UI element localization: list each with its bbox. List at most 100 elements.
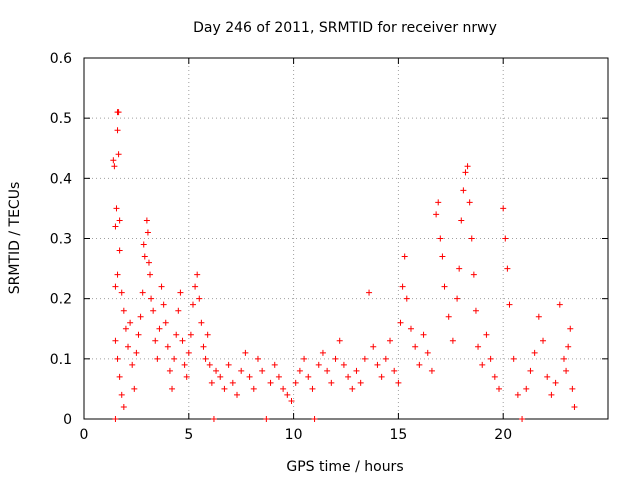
data-point xyxy=(391,367,398,374)
data-point xyxy=(221,385,228,392)
data-point xyxy=(171,355,178,362)
data-point xyxy=(112,416,119,422)
data-point xyxy=(156,325,163,332)
y-tick-label: 0 xyxy=(63,412,72,428)
data-point xyxy=(395,379,402,386)
data-point xyxy=(519,416,526,422)
data-point xyxy=(535,313,542,320)
data-point xyxy=(158,283,165,290)
data-point xyxy=(150,307,157,314)
data-point xyxy=(192,283,199,290)
data-point xyxy=(213,367,220,374)
data-point xyxy=(319,349,326,356)
y-tick-label: 0.1 xyxy=(50,352,72,368)
data-point xyxy=(292,379,299,386)
data-point xyxy=(527,367,534,374)
data-point xyxy=(133,349,140,356)
data-point xyxy=(112,223,119,230)
data-point xyxy=(122,325,129,332)
data-point xyxy=(250,385,257,392)
data-point xyxy=(540,337,547,344)
data-point xyxy=(309,385,316,392)
data-point xyxy=(296,367,303,374)
data-point xyxy=(470,271,477,278)
data-point xyxy=(328,379,335,386)
data-point xyxy=(500,205,507,212)
data-point xyxy=(428,367,435,374)
data-point xyxy=(217,373,224,380)
data-point xyxy=(510,355,517,362)
data-point xyxy=(202,355,209,362)
data-point xyxy=(238,367,245,374)
data-point xyxy=(181,361,188,368)
data-point xyxy=(433,211,440,218)
y-tick-label: 0.2 xyxy=(50,292,72,308)
data-point xyxy=(160,301,167,308)
data-point xyxy=(523,385,530,392)
data-point xyxy=(118,289,125,296)
data-point xyxy=(111,163,118,170)
ticks-layer: 0 5 10 15 20 0 0.1 0.2 0.3 0.4 0.5 0.6 xyxy=(50,51,608,443)
data-point xyxy=(179,337,186,344)
data-point xyxy=(460,187,467,194)
data-point xyxy=(135,331,142,338)
data-point xyxy=(531,349,538,356)
data-point xyxy=(115,151,122,158)
data-point xyxy=(514,391,521,398)
y-tick-label: 0.3 xyxy=(50,232,72,248)
data-point xyxy=(382,355,389,362)
data-point xyxy=(569,385,576,392)
data-point xyxy=(194,271,201,278)
data-point xyxy=(472,307,479,314)
data-point xyxy=(420,331,427,338)
data-point xyxy=(445,313,452,320)
data-point xyxy=(357,379,364,386)
data-point xyxy=(462,169,469,176)
data-point xyxy=(468,235,475,242)
data-point xyxy=(225,361,232,368)
data-point xyxy=(437,235,444,242)
data-point xyxy=(349,385,356,392)
data-point xyxy=(210,416,217,422)
data-point xyxy=(374,361,381,368)
y-axis-label: SRMTID / TECUs xyxy=(7,182,23,295)
data-point xyxy=(115,109,122,116)
data-point xyxy=(131,385,138,392)
data-point xyxy=(234,391,241,398)
x-tick-label: 10 xyxy=(285,427,303,443)
data-point xyxy=(129,361,136,368)
data-point xyxy=(166,367,173,374)
data-point xyxy=(110,157,117,164)
data-point xyxy=(563,367,570,374)
data-point xyxy=(301,355,308,362)
x-tick-label: 20 xyxy=(494,427,512,443)
data-point xyxy=(187,331,194,338)
data-point xyxy=(112,337,119,344)
data-point xyxy=(164,343,171,350)
data-point xyxy=(139,289,146,296)
data-point xyxy=(416,361,423,368)
data-point xyxy=(387,337,394,344)
data-point xyxy=(340,361,347,368)
data-point xyxy=(145,259,152,266)
data-point xyxy=(175,307,182,314)
data-point xyxy=(544,373,551,380)
data-point xyxy=(288,397,295,404)
data-point xyxy=(185,349,192,356)
data-point xyxy=(147,271,154,278)
x-tick-label: 15 xyxy=(389,427,407,443)
data-point xyxy=(458,217,465,224)
data-point xyxy=(552,379,559,386)
data-point xyxy=(336,337,343,344)
data-point xyxy=(208,379,215,386)
data-point xyxy=(275,373,282,380)
data-point xyxy=(284,391,291,398)
x-axis-label: GPS time / hours xyxy=(286,459,403,475)
x-tick-label: 5 xyxy=(184,427,193,443)
data-point xyxy=(229,379,236,386)
data-point xyxy=(353,367,360,374)
data-point xyxy=(114,127,121,134)
data-point xyxy=(120,403,127,410)
y-tick-label: 0.5 xyxy=(50,111,72,127)
data-point xyxy=(204,331,211,338)
